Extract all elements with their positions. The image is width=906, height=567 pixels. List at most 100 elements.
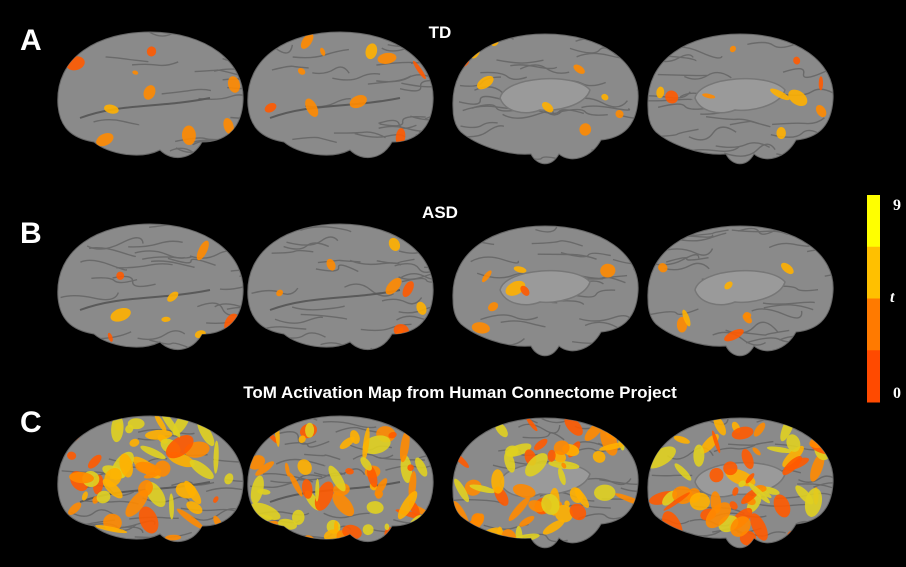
activation-blob [135, 461, 160, 475]
activation-blob [300, 33, 314, 49]
activation-blob [186, 501, 203, 514]
gyrus [349, 259, 402, 266]
gyrus [190, 508, 240, 521]
gyrus [385, 462, 434, 471]
activation-blob [564, 500, 570, 508]
activation-blob [731, 426, 754, 440]
activation-blob [782, 445, 804, 468]
activation-blob [513, 266, 527, 273]
activation-blob [167, 291, 179, 302]
activation-blob [705, 502, 732, 529]
gyrus [742, 329, 790, 336]
gyrus [381, 297, 423, 305]
gyrus [728, 440, 774, 446]
gyrus [751, 308, 803, 319]
gyrus [224, 474, 244, 483]
gyrus [283, 242, 330, 250]
activation-blob [471, 322, 490, 334]
gyrus [270, 474, 323, 484]
panel-letter: A [20, 24, 42, 57]
activation-blob [730, 516, 751, 537]
gyrus [496, 59, 544, 64]
gyrus [286, 236, 339, 246]
gyrus [657, 103, 708, 110]
gyrus [198, 94, 244, 100]
activation-blob [469, 484, 496, 494]
activation-blob [713, 418, 726, 436]
activation-blob [815, 104, 827, 118]
gyrus [772, 117, 825, 126]
activation-blob [388, 431, 397, 439]
colorbar-segment [867, 195, 880, 248]
activation-blob [770, 88, 790, 101]
activation-blob [125, 424, 134, 434]
gyrus [578, 513, 625, 520]
activation-blob [197, 420, 215, 447]
gyrus [500, 320, 546, 328]
gyrus [410, 115, 434, 125]
gyrus [684, 71, 732, 80]
colorbar [867, 195, 880, 403]
gyrus [731, 229, 788, 236]
activation-blob [592, 450, 606, 463]
gyrus [161, 88, 212, 95]
gyrus [194, 69, 243, 77]
brain [247, 31, 434, 158]
gyrus [713, 444, 756, 453]
activation-blob [600, 263, 616, 278]
activation-blob [795, 485, 814, 505]
activation-blob [145, 429, 173, 440]
activation-blob [107, 332, 113, 342]
gyrus [460, 121, 498, 129]
gyrus [300, 313, 348, 320]
activation-blob [315, 478, 320, 502]
activation-blob [709, 467, 724, 483]
activation-blob [95, 525, 128, 534]
activation-blob [519, 515, 535, 527]
gyrus [274, 316, 324, 324]
gyrus [149, 224, 198, 228]
gyrus [292, 136, 337, 144]
activation-blob [314, 481, 334, 511]
gyrus [690, 229, 729, 237]
activation-blob [328, 465, 346, 492]
activation-blob [377, 52, 397, 64]
activation-blob [196, 240, 209, 261]
brain [57, 223, 244, 350]
activation-blob [738, 480, 746, 488]
gyrus [531, 240, 583, 247]
gyrus [304, 453, 341, 461]
gyrus [333, 131, 386, 139]
activation-blob [69, 471, 94, 484]
activation-blob [504, 451, 516, 473]
colorbar-min: 0 [893, 385, 901, 402]
gyrus [332, 72, 381, 81]
activation-blob [561, 462, 567, 469]
activation-blob [693, 444, 705, 467]
activation-blob [766, 446, 794, 454]
activation-blob [487, 302, 499, 312]
activation-blob [541, 493, 560, 515]
activation-blob [415, 457, 428, 477]
gyrus [579, 315, 633, 322]
sulcus [269, 97, 401, 119]
gyrus [797, 483, 834, 490]
activation-blob [104, 104, 119, 114]
activation-blob [362, 524, 374, 536]
gyrus [560, 251, 611, 258]
gyrus [352, 453, 394, 460]
activation-blob [224, 473, 234, 485]
gyrus [666, 248, 714, 256]
activation-blob [481, 270, 492, 283]
gyrus [480, 71, 527, 81]
gyrus [322, 420, 377, 429]
gyrus [652, 128, 699, 138]
activation-blob [601, 93, 609, 101]
activation-blob [213, 440, 219, 474]
gyrus [142, 255, 193, 260]
activation-blob [412, 60, 426, 80]
gyrus [323, 512, 370, 519]
brain [452, 33, 639, 165]
gyrus [657, 73, 707, 77]
gyrus [519, 64, 570, 74]
